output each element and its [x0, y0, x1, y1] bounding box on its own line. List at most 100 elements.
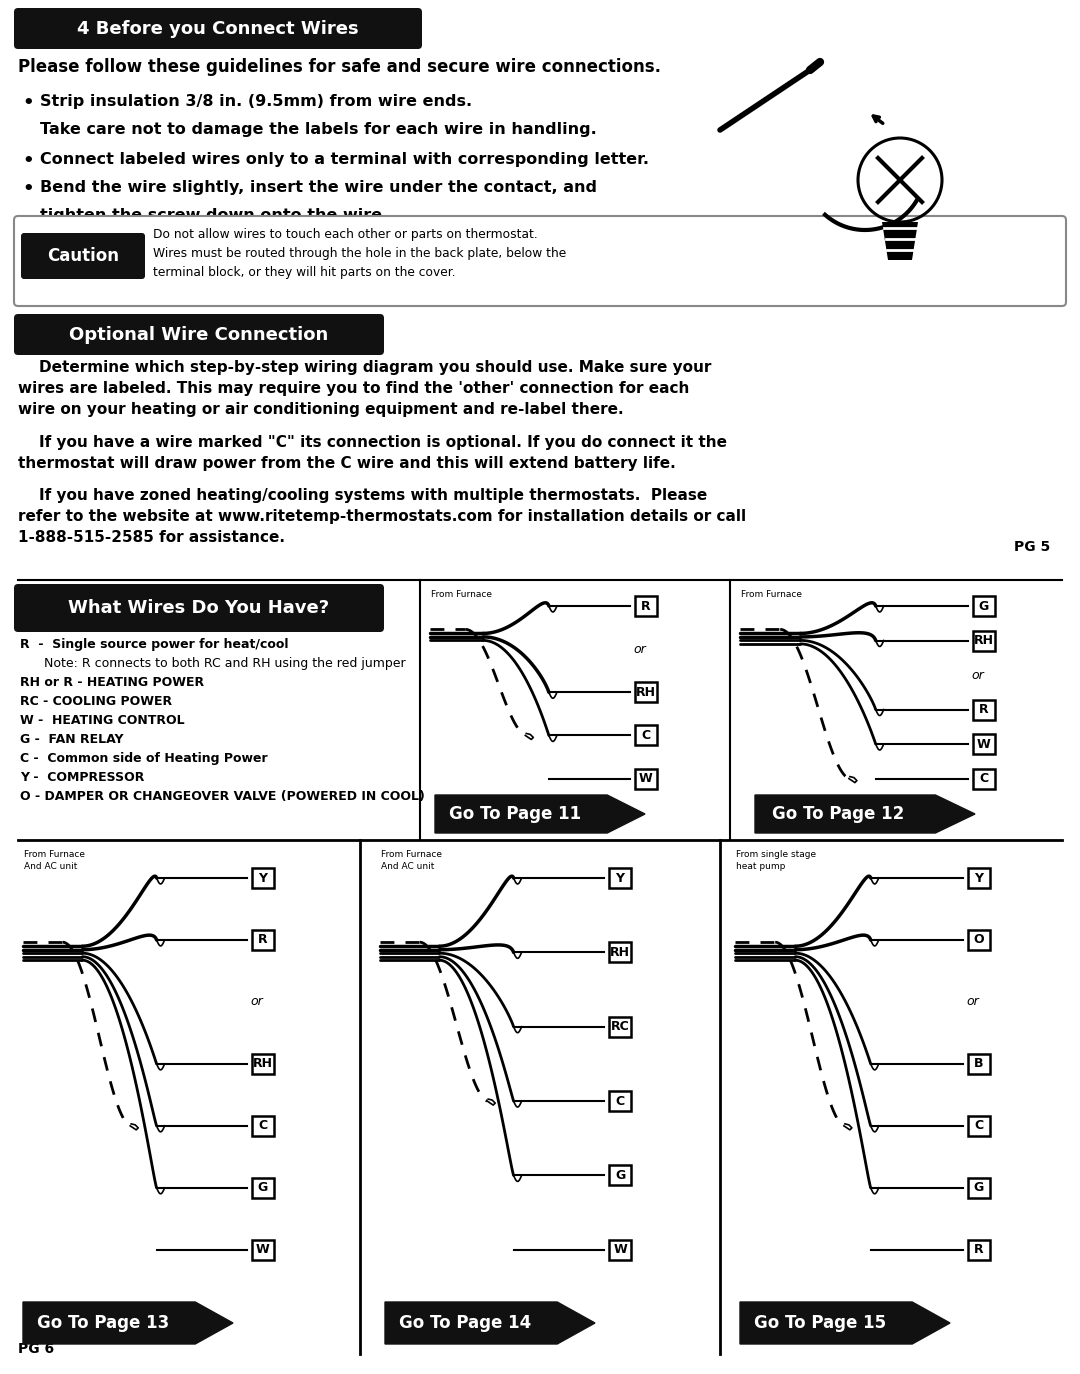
Polygon shape	[755, 796, 975, 833]
Text: From Furnace: From Furnace	[24, 851, 85, 859]
Text: W: W	[613, 1243, 626, 1256]
FancyBboxPatch shape	[972, 699, 995, 720]
FancyBboxPatch shape	[14, 8, 422, 49]
Text: RH or R - HEATING POWER: RH or R - HEATING POWER	[21, 676, 204, 688]
Text: W: W	[976, 738, 990, 750]
FancyBboxPatch shape	[635, 768, 657, 789]
FancyBboxPatch shape	[609, 1091, 631, 1112]
Text: R: R	[978, 703, 988, 716]
Text: G: G	[973, 1182, 984, 1194]
FancyBboxPatch shape	[609, 868, 631, 888]
FancyBboxPatch shape	[14, 584, 384, 632]
FancyBboxPatch shape	[968, 1054, 989, 1074]
Text: G -  FAN RELAY: G - FAN RELAY	[21, 732, 123, 746]
Text: or: or	[967, 995, 978, 1009]
Text: C: C	[616, 1095, 624, 1107]
FancyBboxPatch shape	[252, 868, 274, 888]
Polygon shape	[384, 1303, 595, 1344]
Text: Y: Y	[616, 871, 624, 885]
Text: 4 Before you Connect Wires: 4 Before you Connect Wires	[77, 19, 359, 37]
Text: Note: R connects to both RC and RH using the red jumper: Note: R connects to both RC and RH using…	[21, 657, 406, 671]
Text: or: or	[251, 995, 264, 1009]
FancyBboxPatch shape	[972, 768, 995, 789]
Text: RC - COOLING POWER: RC - COOLING POWER	[21, 695, 172, 708]
Text: G: G	[258, 1182, 268, 1194]
FancyBboxPatch shape	[609, 1017, 631, 1037]
Text: C: C	[640, 730, 650, 742]
Text: or: or	[633, 643, 646, 655]
Text: Please follow these guidelines for safe and secure wire connections.: Please follow these guidelines for safe …	[18, 58, 661, 76]
Text: W -  HEATING CONTROL: W - HEATING CONTROL	[21, 714, 185, 727]
Text: From Furnace: From Furnace	[381, 851, 442, 859]
Text: W: W	[638, 772, 652, 785]
Polygon shape	[23, 1303, 233, 1344]
Text: RH: RH	[973, 633, 994, 647]
FancyBboxPatch shape	[252, 930, 274, 949]
Text: •: •	[22, 93, 33, 113]
Text: W: W	[256, 1243, 270, 1256]
FancyBboxPatch shape	[635, 725, 657, 746]
Text: or: or	[971, 669, 984, 682]
Polygon shape	[435, 796, 645, 833]
Text: And AC unit: And AC unit	[24, 861, 78, 871]
Text: Go To Page 12: Go To Page 12	[772, 805, 905, 823]
Text: tighten the screw down onto the wire.: tighten the screw down onto the wire.	[40, 207, 388, 223]
Text: Take care not to damage the labels for each wire in handling.: Take care not to damage the labels for e…	[40, 122, 597, 137]
Text: C -  Common side of Heating Power: C - Common side of Heating Power	[21, 752, 268, 765]
Text: •: •	[22, 180, 33, 198]
Text: C: C	[258, 1120, 268, 1132]
Text: If you have a wire marked "C" its connection is optional. If you do connect it t: If you have a wire marked "C" its connec…	[18, 436, 727, 471]
Text: C: C	[978, 772, 988, 785]
Text: Y: Y	[258, 871, 268, 885]
FancyBboxPatch shape	[14, 315, 384, 354]
FancyBboxPatch shape	[252, 1116, 274, 1136]
Text: heat pump: heat pump	[735, 861, 785, 871]
FancyBboxPatch shape	[635, 596, 657, 616]
Text: If you have zoned heating/cooling systems with multiple thermostats.  Please
ref: If you have zoned heating/cooling system…	[18, 488, 746, 545]
FancyBboxPatch shape	[609, 1239, 631, 1260]
FancyBboxPatch shape	[21, 234, 145, 279]
Text: R: R	[640, 599, 650, 613]
Text: Optional Wire Connection: Optional Wire Connection	[69, 326, 328, 344]
Text: G: G	[615, 1169, 625, 1182]
Text: Caution: Caution	[48, 247, 119, 265]
FancyBboxPatch shape	[635, 683, 657, 702]
Text: From Furnace: From Furnace	[741, 589, 802, 599]
Text: B: B	[974, 1058, 983, 1070]
FancyBboxPatch shape	[252, 1178, 274, 1198]
FancyBboxPatch shape	[968, 930, 989, 949]
FancyBboxPatch shape	[972, 631, 995, 650]
FancyBboxPatch shape	[252, 1239, 274, 1260]
Text: G: G	[978, 599, 988, 613]
FancyBboxPatch shape	[968, 1239, 989, 1260]
Text: Go To Page 15: Go To Page 15	[754, 1314, 886, 1331]
FancyBboxPatch shape	[968, 1178, 989, 1198]
Text: Connect labeled wires only to a terminal with corresponding letter.: Connect labeled wires only to a terminal…	[40, 153, 649, 168]
Text: What Wires Do You Have?: What Wires Do You Have?	[68, 599, 329, 617]
Text: Y: Y	[974, 871, 983, 885]
Text: From single stage: From single stage	[735, 851, 816, 859]
Text: C: C	[974, 1120, 983, 1132]
Text: Determine which step-by-step wiring diagram you should use. Make sure your
wires: Determine which step-by-step wiring diag…	[18, 360, 712, 416]
Text: O - DAMPER OR CHANGEOVER VALVE (POWERED IN COOL): O - DAMPER OR CHANGEOVER VALVE (POWERED …	[21, 790, 424, 802]
Text: PG 6: PG 6	[18, 1342, 54, 1356]
FancyBboxPatch shape	[972, 596, 995, 616]
Text: O: O	[973, 933, 984, 947]
Polygon shape	[882, 223, 918, 260]
Text: PG 5: PG 5	[1014, 540, 1050, 554]
Text: Go To Page 13: Go To Page 13	[37, 1314, 168, 1331]
FancyBboxPatch shape	[968, 868, 989, 888]
Polygon shape	[740, 1303, 950, 1344]
Text: RH: RH	[610, 945, 630, 959]
FancyBboxPatch shape	[609, 1165, 631, 1186]
Text: Do not allow wires to touch each other or parts on thermostat.
Wires must be rou: Do not allow wires to touch each other o…	[153, 228, 566, 279]
FancyBboxPatch shape	[609, 943, 631, 962]
Text: And AC unit: And AC unit	[381, 861, 434, 871]
Text: Bend the wire slightly, insert the wire under the contact, and: Bend the wire slightly, insert the wire …	[40, 180, 597, 195]
Text: Y -  COMPRESSOR: Y - COMPRESSOR	[21, 771, 145, 785]
Text: Go To Page 11: Go To Page 11	[448, 805, 581, 823]
Text: RH: RH	[253, 1058, 273, 1070]
Text: •: •	[22, 153, 33, 170]
Text: R: R	[974, 1243, 983, 1256]
FancyBboxPatch shape	[968, 1116, 989, 1136]
